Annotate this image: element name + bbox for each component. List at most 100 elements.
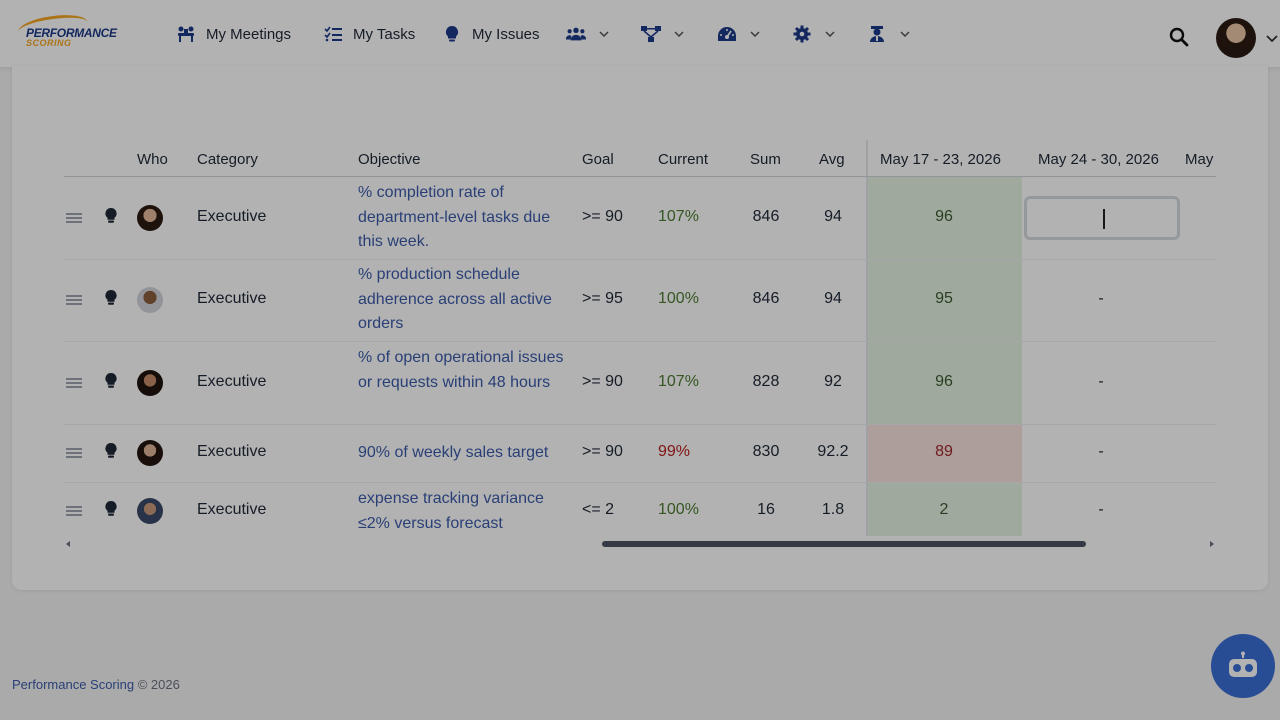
avatar[interactable] bbox=[137, 287, 163, 313]
chevron-down-icon bbox=[671, 26, 687, 42]
chevron-down-icon[interactable] bbox=[1266, 30, 1280, 44]
col-header-sum[interactable]: Sum bbox=[750, 151, 781, 168]
robot-icon bbox=[1229, 651, 1257, 677]
nav-dropdown-settings[interactable] bbox=[792, 0, 838, 68]
footer-brand-link[interactable]: Performance Scoring bbox=[12, 677, 135, 692]
col-header-week-3[interactable]: May bbox=[1185, 151, 1214, 168]
lightbulb-icon[interactable] bbox=[104, 207, 118, 225]
logo-text-performance: PERFORMANCE bbox=[26, 26, 117, 40]
dashboard-icon bbox=[717, 24, 737, 44]
chatbot-button[interactable] bbox=[1211, 634, 1275, 698]
week-2-cell[interactable]: - bbox=[1098, 373, 1104, 390]
nav-my-tasks[interactable]: My Tasks bbox=[323, 0, 415, 68]
nav-dropdown-coach[interactable] bbox=[867, 0, 913, 68]
drag-handle-icon[interactable] bbox=[66, 211, 82, 225]
avatar[interactable] bbox=[137, 370, 163, 396]
objective-link[interactable]: % production schedule adherence across a… bbox=[358, 266, 552, 332]
lightbulb-icon[interactable] bbox=[104, 289, 118, 307]
lightbulb-icon[interactable] bbox=[104, 372, 118, 390]
nav-dropdown-org[interactable] bbox=[641, 0, 687, 68]
nav-dropdown-team[interactable] bbox=[566, 0, 612, 68]
week-cell-bg bbox=[868, 425, 1022, 482]
col-header-category[interactable]: Category bbox=[197, 151, 258, 168]
lightbulb-icon[interactable] bbox=[104, 500, 118, 518]
chevron-down-icon bbox=[897, 26, 913, 42]
objective-link[interactable]: % of open operational issues or requests… bbox=[358, 349, 564, 391]
scroll-left-arrow-icon[interactable] bbox=[66, 541, 70, 547]
week-cell-bg bbox=[868, 177, 1022, 259]
week-2-cell[interactable]: - bbox=[1098, 443, 1104, 460]
week-1-cell[interactable]: 96 bbox=[935, 208, 953, 225]
col-header-who[interactable]: Who bbox=[137, 151, 168, 168]
goal-cell: >= 95 bbox=[582, 290, 623, 307]
app-logo[interactable]: PERFORMANCE SCORING bbox=[16, 11, 136, 52]
objective-link[interactable]: % completion rate of department-level ta… bbox=[358, 184, 551, 250]
settings-icon bbox=[792, 24, 812, 44]
col-header-objective[interactable]: Objective bbox=[358, 151, 421, 168]
drag-handle-icon[interactable] bbox=[66, 293, 82, 307]
avatar[interactable] bbox=[137, 205, 163, 231]
lightbulb-icon bbox=[442, 24, 462, 44]
week-cell-bg bbox=[868, 260, 1022, 341]
scrollbar-thumb[interactable] bbox=[602, 541, 1086, 547]
week-1-cell[interactable]: 95 bbox=[935, 290, 953, 307]
avg-cell: 92.2 bbox=[817, 443, 849, 460]
current-cell: 99% bbox=[658, 443, 691, 460]
goal-cell: >= 90 bbox=[582, 443, 623, 460]
col-header-goal[interactable]: Goal bbox=[582, 151, 614, 168]
drag-handle-icon[interactable] bbox=[66, 504, 82, 518]
current-cell: 107% bbox=[658, 373, 699, 390]
lightbulb-icon[interactable] bbox=[104, 442, 118, 460]
drag-handle-icon[interactable] bbox=[66, 376, 82, 390]
week-2-score-input[interactable] bbox=[1024, 196, 1180, 240]
current-cell: 100% bbox=[658, 501, 699, 518]
avatar[interactable] bbox=[137, 440, 163, 466]
objective-link[interactable]: 90% of weekly sales target bbox=[358, 444, 549, 461]
team-icon bbox=[566, 24, 586, 44]
current-cell: 107% bbox=[658, 208, 699, 225]
frozen-column-divider bbox=[866, 140, 868, 536]
sum-cell: 16 bbox=[757, 501, 775, 518]
top-navbar: PERFORMANCE SCORING My Meetings My Tasks… bbox=[0, 0, 1280, 68]
sum-cell: 846 bbox=[752, 208, 780, 225]
col-header-week-2[interactable]: May 24 - 30, 2026 bbox=[1038, 151, 1159, 168]
drag-handle-icon[interactable] bbox=[66, 446, 82, 460]
user-avatar[interactable] bbox=[1216, 18, 1256, 58]
chevron-down-icon bbox=[596, 26, 612, 42]
goal-cell: <= 2 bbox=[582, 501, 615, 518]
col-header-current[interactable]: Current bbox=[658, 151, 709, 168]
row-divider bbox=[64, 341, 1216, 342]
week-1-cell[interactable]: 89 bbox=[935, 443, 953, 460]
scroll-right-arrow-icon[interactable] bbox=[1210, 541, 1214, 547]
avg-cell: 1.8 bbox=[821, 501, 845, 518]
chevron-down-icon bbox=[747, 26, 763, 42]
footer: Performance Scoring © 2026 bbox=[12, 677, 180, 692]
nav-label: My Meetings bbox=[206, 25, 292, 43]
coach-icon bbox=[867, 24, 887, 44]
sum-cell: 846 bbox=[752, 290, 780, 307]
nav-my-meetings[interactable]: My Meetings bbox=[176, 0, 291, 68]
nav-label: My Issues bbox=[472, 25, 540, 43]
week-cell-bg bbox=[868, 483, 1022, 536]
header-divider bbox=[64, 176, 1216, 177]
sum-cell: 828 bbox=[752, 373, 780, 390]
category-cell: Executive bbox=[197, 208, 267, 225]
week-2-cell[interactable]: - bbox=[1098, 290, 1104, 307]
row-divider bbox=[64, 482, 1216, 483]
scorecard-panel bbox=[12, 66, 1268, 590]
week-1-cell[interactable]: 2 bbox=[939, 501, 949, 518]
col-header-avg[interactable]: Avg bbox=[819, 151, 845, 168]
org-chart-icon bbox=[641, 24, 661, 44]
nav-dropdown-dashboard[interactable] bbox=[717, 0, 763, 68]
category-cell: Executive bbox=[197, 290, 267, 307]
logo-text-scoring: SCORING bbox=[26, 38, 72, 48]
avatar[interactable] bbox=[137, 498, 163, 524]
week-1-cell[interactable]: 96 bbox=[935, 373, 953, 390]
nav-my-issues[interactable]: My Issues bbox=[442, 0, 540, 68]
col-header-week-1[interactable]: May 17 - 23, 2026 bbox=[880, 151, 1001, 168]
week-2-cell[interactable]: - bbox=[1098, 501, 1104, 518]
current-cell: 100% bbox=[658, 290, 699, 307]
objective-link[interactable]: expense tracking variance ≤2% versus for… bbox=[358, 490, 544, 532]
search-icon[interactable] bbox=[1168, 26, 1190, 48]
text-caret bbox=[1103, 209, 1105, 229]
